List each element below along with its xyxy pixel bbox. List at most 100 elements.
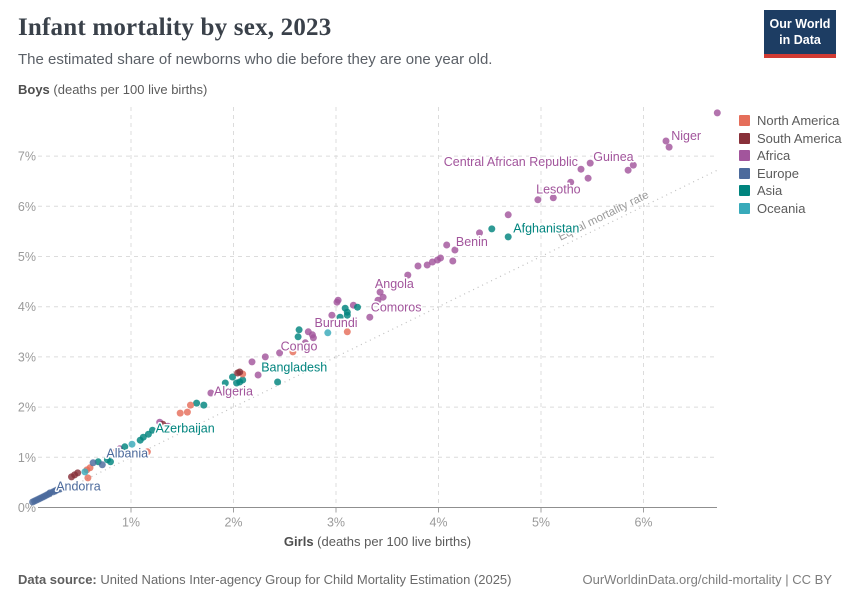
country-label-angola[interactable]: Angola: [373, 276, 415, 293]
legend-swatch-oceania: [739, 202, 750, 214]
data-point-africa[interactable]: [584, 174, 592, 182]
data-point-south-america[interactable]: [74, 469, 82, 477]
data-point-south-america[interactable]: [159, 420, 167, 428]
data-point-africa[interactable]: [428, 258, 436, 266]
data-point-africa[interactable]: [207, 389, 215, 397]
country-label-algeria[interactable]: Algeria: [213, 383, 255, 400]
data-point-africa[interactable]: [414, 262, 422, 270]
data-point-europe[interactable]: [89, 459, 97, 467]
x-tick-label: 5%: [532, 516, 550, 530]
data-point-north-america[interactable]: [187, 401, 194, 409]
continent-legend: North America South America Africa Europe As…: [739, 112, 842, 217]
data-point-africa[interactable]: [586, 159, 594, 167]
data-point-africa[interactable]: [567, 178, 575, 186]
data-point-oceania[interactable]: [81, 468, 89, 476]
legend-item-south-america[interactable]: South America: [739, 130, 842, 148]
data-point-south-america[interactable]: [68, 473, 75, 481]
owid-logo[interactable]: Our World in Data: [764, 10, 836, 58]
data-point-asia[interactable]: [336, 313, 344, 321]
country-label-central-african-republic[interactable]: Central African Republic: [442, 154, 579, 171]
data-point-asia[interactable]: [295, 326, 303, 334]
legend-item-africa[interactable]: Africa: [739, 147, 842, 165]
legend-item-north-america[interactable]: North America: [739, 112, 842, 130]
country-label-bangladesh[interactable]: Bangladesh: [260, 359, 329, 376]
legend-item-oceania[interactable]: Oceania: [739, 200, 842, 218]
data-point-africa[interactable]: [577, 165, 585, 173]
data-point-asia[interactable]: [229, 373, 236, 381]
data-point-africa[interactable]: [276, 349, 284, 357]
legend-label: South America: [757, 130, 842, 146]
data-point-europe[interactable]: [56, 485, 64, 493]
data-point-africa[interactable]: [309, 334, 317, 342]
data-point-africa[interactable]: [443, 241, 451, 249]
data-point-north-america[interactable]: [343, 328, 351, 336]
data-point-asia[interactable]: [144, 430, 152, 438]
data-point-africa[interactable]: [379, 293, 387, 301]
data-point-oceania[interactable]: [128, 440, 136, 448]
country-label-congo[interactable]: Congo: [279, 338, 319, 355]
country-label-benin[interactable]: Benin: [454, 233, 489, 250]
data-point-north-america[interactable]: [84, 474, 92, 482]
data-point-oceania[interactable]: [324, 329, 332, 337]
page-title: Infant mortality by sex, 2023: [18, 14, 332, 41]
data-point-africa[interactable]: [423, 261, 431, 269]
country-label-guinea[interactable]: Guinea: [592, 149, 635, 166]
data-point-africa[interactable]: [504, 211, 512, 219]
data-point-asia[interactable]: [504, 233, 512, 241]
data-point-asia[interactable]: [274, 378, 282, 386]
data-point-asia[interactable]: [221, 379, 229, 387]
country-label-albania[interactable]: Albania: [105, 445, 150, 462]
data-point-africa[interactable]: [301, 339, 309, 347]
country-label-afghanistan[interactable]: Afghanistan: [512, 220, 581, 237]
country-label-burundi[interactable]: Burundi: [313, 314, 359, 331]
data-point-north-america[interactable]: [86, 464, 94, 472]
data-point-africa[interactable]: [374, 296, 382, 304]
data-point-north-america[interactable]: [176, 409, 184, 417]
data-point-africa[interactable]: [328, 311, 336, 319]
owid-logo-line1: Our World: [769, 17, 831, 31]
data-point-asia[interactable]: [294, 333, 302, 341]
data-point-africa[interactable]: [624, 166, 632, 174]
data-point-africa[interactable]: [476, 229, 483, 237]
data-point-africa[interactable]: [254, 371, 262, 379]
owid-url-link[interactable]: OurWorldinData.org/child-mortality: [582, 572, 782, 587]
data-point-asia[interactable]: [136, 436, 144, 444]
data-point-africa[interactable]: [629, 161, 637, 169]
data-point-asia[interactable]: [193, 399, 201, 407]
data-point-africa[interactable]: [261, 353, 269, 361]
country-label-niger[interactable]: Niger: [670, 128, 703, 145]
legend-swatch-asia: [739, 185, 750, 197]
data-point-africa[interactable]: [662, 137, 670, 145]
data-point-north-america[interactable]: [183, 408, 191, 416]
data-point-africa[interactable]: [665, 143, 673, 151]
data-point-oceania[interactable]: [113, 451, 121, 459]
data-point-africa[interactable]: [534, 196, 542, 204]
data-point-asia[interactable]: [121, 443, 129, 451]
data-point-africa[interactable]: [713, 109, 721, 117]
country-label-andorra[interactable]: Andorra: [55, 478, 103, 495]
data-point-asia[interactable]: [343, 311, 351, 319]
data-point-africa[interactable]: [248, 358, 256, 366]
country-label-lesotho[interactable]: Lesotho: [535, 181, 583, 198]
data-point-south-america[interactable]: [234, 369, 242, 377]
data-point-asia[interactable]: [103, 456, 111, 464]
legend-label: Africa: [757, 148, 791, 164]
data-point-africa[interactable]: [366, 313, 374, 321]
data-point-asia[interactable]: [200, 401, 208, 409]
data-point-africa[interactable]: [404, 271, 412, 279]
data-point-north-america[interactable]: [143, 448, 151, 456]
data-point-africa[interactable]: [451, 246, 459, 254]
country-label-comoros[interactable]: Comoros: [369, 299, 423, 316]
data-point-africa[interactable]: [376, 288, 384, 296]
data-point-asia[interactable]: [236, 378, 244, 386]
legend-item-asia[interactable]: Asia: [739, 182, 842, 200]
data-point-asia[interactable]: [488, 225, 496, 233]
data-point-asia[interactable]: [354, 303, 361, 311]
data-point-africa[interactable]: [449, 257, 457, 265]
data-point-north-america[interactable]: [289, 348, 297, 356]
data-point-africa[interactable]: [333, 298, 341, 306]
legend-item-europe[interactable]: Europe: [739, 165, 842, 183]
data-point-africa[interactable]: [549, 194, 557, 202]
country-label-azerbaijan[interactable]: Azerbaijan: [154, 420, 216, 437]
data-point-europe[interactable]: [98, 461, 106, 469]
